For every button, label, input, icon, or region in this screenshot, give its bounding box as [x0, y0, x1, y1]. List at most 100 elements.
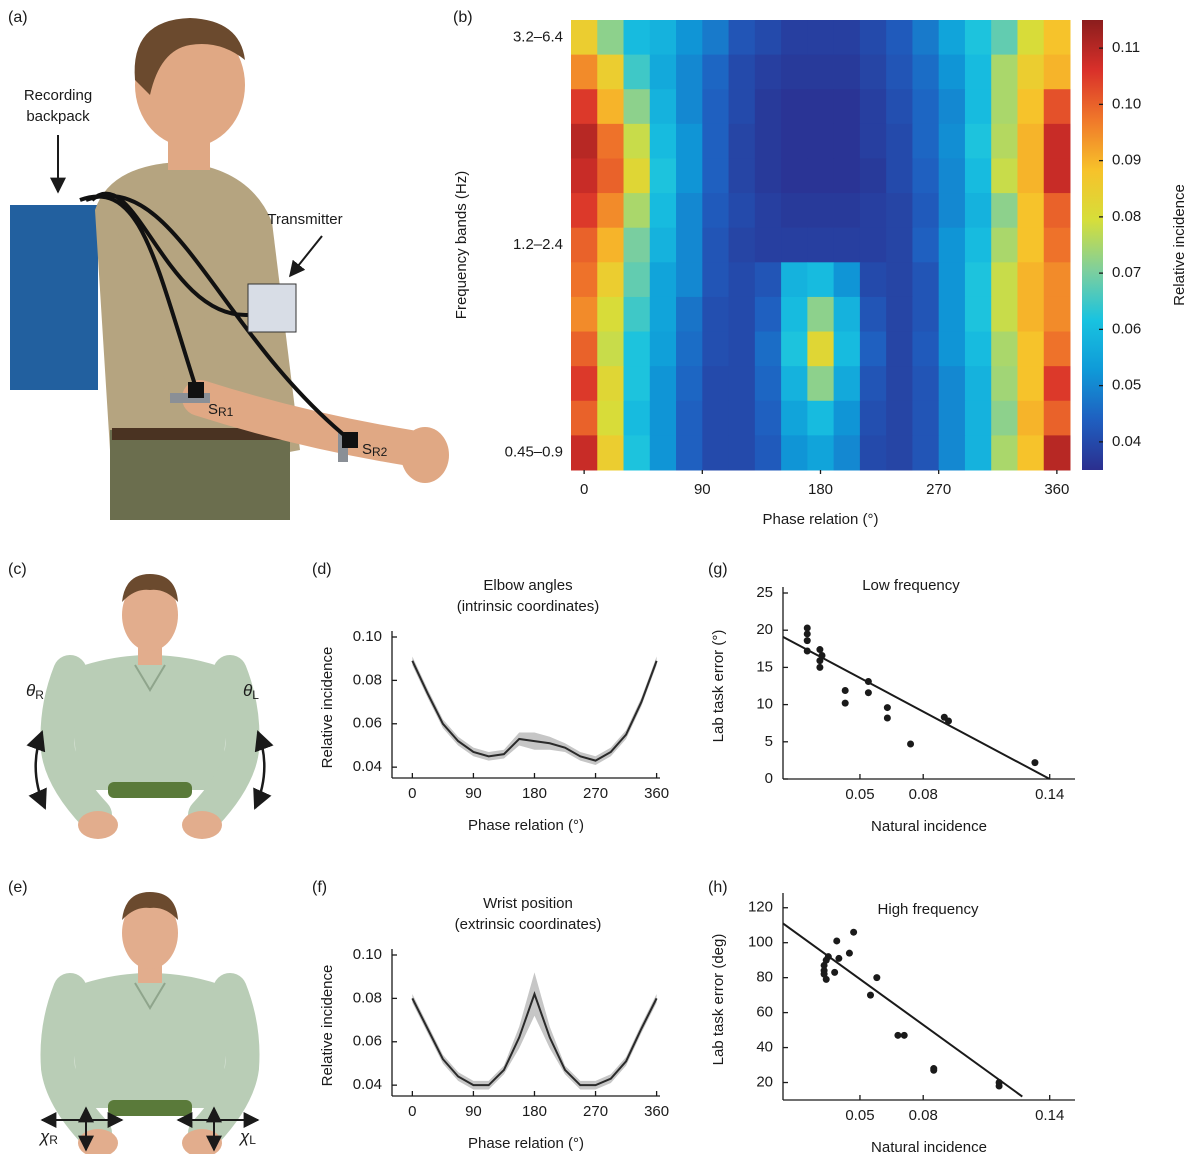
position-label: χL — [238, 1127, 256, 1147]
heat-cell — [860, 228, 887, 263]
backpack — [10, 205, 98, 390]
y-tick-label: 0.08 — [353, 989, 382, 1006]
heat-cell — [729, 55, 756, 90]
heat-cell — [755, 124, 782, 159]
heat-cell — [991, 55, 1018, 90]
x-tick-label: 0.08 — [909, 786, 938, 803]
heat-cell — [571, 228, 598, 263]
heat-cell — [702, 124, 729, 159]
illustration-a: Recording backpack Transmitter SR1 SR2 — [10, 18, 449, 520]
y-axis-label: Lab task error (°) — [710, 630, 727, 743]
heat-cell — [729, 158, 756, 193]
heat-cell — [624, 435, 651, 470]
heat-cell — [807, 20, 834, 55]
panel-label: (d) — [312, 561, 332, 578]
label: Transmitter — [267, 211, 342, 228]
heat-cell — [1017, 55, 1044, 90]
label-sub: R2 — [372, 445, 388, 459]
heat-cell — [624, 332, 651, 367]
heat-cell — [860, 262, 887, 297]
heat-cell — [702, 297, 729, 332]
heat-cell — [1044, 297, 1071, 332]
y-axis-label: Relative incidence — [319, 965, 336, 1087]
heat-cell — [912, 193, 939, 228]
y-tick-label: 60 — [756, 1004, 773, 1021]
x-tick-label: 360 — [1044, 481, 1069, 498]
heat-cell — [781, 124, 808, 159]
heat-cell — [624, 262, 651, 297]
colorbar-tick-label: 0.10 — [1112, 95, 1141, 112]
sensor — [188, 382, 204, 398]
panel-label: (c) — [8, 561, 27, 578]
point — [804, 648, 811, 655]
person — [58, 574, 243, 839]
label-main: S — [362, 441, 372, 458]
heat-cell — [834, 20, 861, 55]
heat-cell — [571, 262, 598, 297]
chart-line: 0.040.060.080.10090180270360Phase relati… — [319, 577, 669, 834]
heat-cell — [650, 435, 677, 470]
heat-cell — [702, 89, 729, 124]
heat-cell — [650, 262, 677, 297]
y-tick-label: 0.04 — [353, 758, 382, 775]
heat-cell — [1044, 20, 1071, 55]
heat-cell — [729, 332, 756, 367]
x-tick-label: 360 — [644, 1103, 669, 1120]
heat-cell — [860, 158, 887, 193]
heat-cell — [991, 262, 1018, 297]
heat-cell — [781, 193, 808, 228]
heat-cell — [755, 401, 782, 436]
heat-cell — [965, 332, 992, 367]
heat-cell — [939, 297, 966, 332]
heat-cell — [939, 124, 966, 159]
x-tick-label: 270 — [583, 1103, 608, 1120]
x-tick-label: 270 — [583, 785, 608, 802]
heat-cell — [807, 193, 834, 228]
heat-cell — [1017, 366, 1044, 401]
heat-cell — [965, 435, 992, 470]
heat-cell — [912, 228, 939, 263]
point — [867, 992, 874, 999]
heat-cell — [624, 401, 651, 436]
point — [842, 700, 849, 707]
x-tick-label: 0.05 — [845, 786, 874, 803]
heat-cell — [755, 297, 782, 332]
heat-cell — [755, 193, 782, 228]
heat-cell — [702, 193, 729, 228]
heat-cell — [781, 297, 808, 332]
heat-cell — [781, 228, 808, 263]
heat-cell — [939, 401, 966, 436]
x-tick-label: 180 — [522, 785, 547, 802]
heat-cell — [965, 262, 992, 297]
y-tick-label: 15 — [756, 658, 773, 675]
panel-label: (g) — [708, 561, 728, 578]
heat-cell — [886, 228, 913, 263]
label-main: χ — [38, 1127, 50, 1146]
point — [996, 1083, 1003, 1090]
heat-cell — [650, 124, 677, 159]
heat-cell — [755, 158, 782, 193]
label-main: χ — [238, 1127, 250, 1146]
heat-cell — [939, 89, 966, 124]
heat-cell — [729, 401, 756, 436]
heat-cell — [939, 366, 966, 401]
heat-cell — [1044, 89, 1071, 124]
heat-cell — [702, 366, 729, 401]
heat-cell — [1017, 124, 1044, 159]
x-axis-label: Natural incidence — [871, 818, 987, 835]
heat-cell — [702, 228, 729, 263]
heat-cell — [912, 89, 939, 124]
heat-cell — [807, 124, 834, 159]
heat-cell — [1044, 262, 1071, 297]
heat-cell — [965, 158, 992, 193]
heat-cell — [860, 89, 887, 124]
heat-cell — [1017, 193, 1044, 228]
point — [823, 976, 830, 983]
y-tick-label: 40 — [756, 1039, 773, 1056]
heat-cell — [729, 262, 756, 297]
heat-cell — [834, 435, 861, 470]
heat-cell — [597, 20, 624, 55]
angle-label: θL — [243, 681, 259, 702]
heat-cell — [676, 124, 703, 159]
heat-cell — [807, 401, 834, 436]
